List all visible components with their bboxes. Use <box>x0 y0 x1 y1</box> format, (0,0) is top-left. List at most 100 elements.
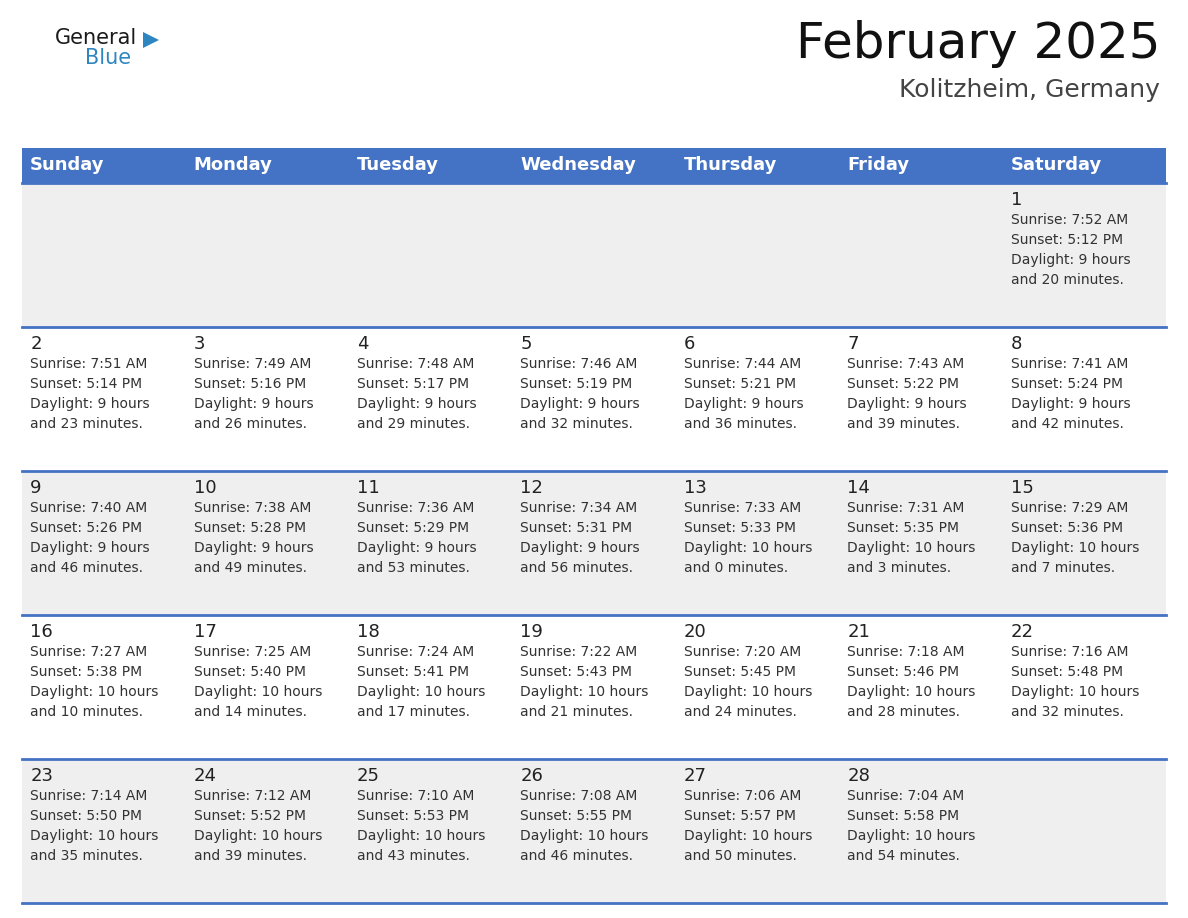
Text: Sunrise: 7:24 AM
Sunset: 5:41 PM
Daylight: 10 hours
and 17 minutes.: Sunrise: 7:24 AM Sunset: 5:41 PM Dayligh… <box>358 645 486 719</box>
Text: General: General <box>55 28 138 48</box>
Text: Sunrise: 7:12 AM
Sunset: 5:52 PM
Daylight: 10 hours
and 39 minutes.: Sunrise: 7:12 AM Sunset: 5:52 PM Dayligh… <box>194 789 322 863</box>
Text: 25: 25 <box>358 767 380 785</box>
Bar <box>349 183 512 327</box>
Text: Thursday: Thursday <box>684 156 777 174</box>
Text: Sunrise: 7:25 AM
Sunset: 5:40 PM
Daylight: 10 hours
and 14 minutes.: Sunrise: 7:25 AM Sunset: 5:40 PM Dayligh… <box>194 645 322 719</box>
Text: 2: 2 <box>30 335 42 353</box>
Text: Wednesday: Wednesday <box>520 156 637 174</box>
Text: 15: 15 <box>1011 479 1034 497</box>
Text: Sunrise: 7:20 AM
Sunset: 5:45 PM
Daylight: 10 hours
and 24 minutes.: Sunrise: 7:20 AM Sunset: 5:45 PM Dayligh… <box>684 645 813 719</box>
Bar <box>23 615 185 759</box>
Text: 16: 16 <box>30 623 53 641</box>
Bar <box>839 183 1003 327</box>
Text: 11: 11 <box>358 479 380 497</box>
Text: Sunrise: 7:31 AM
Sunset: 5:35 PM
Daylight: 10 hours
and 3 minutes.: Sunrise: 7:31 AM Sunset: 5:35 PM Dayligh… <box>847 501 975 576</box>
Bar <box>349 615 512 759</box>
Text: 3: 3 <box>194 335 206 353</box>
Text: 22: 22 <box>1011 623 1034 641</box>
Bar <box>512 183 676 327</box>
Text: 7: 7 <box>847 335 859 353</box>
Text: Kolitzheim, Germany: Kolitzheim, Germany <box>899 78 1159 102</box>
Text: Sunrise: 7:22 AM
Sunset: 5:43 PM
Daylight: 10 hours
and 21 minutes.: Sunrise: 7:22 AM Sunset: 5:43 PM Dayligh… <box>520 645 649 719</box>
Text: Sunrise: 7:04 AM
Sunset: 5:58 PM
Daylight: 10 hours
and 54 minutes.: Sunrise: 7:04 AM Sunset: 5:58 PM Dayligh… <box>847 789 975 863</box>
Bar <box>839 148 1003 183</box>
Text: Sunrise: 7:06 AM
Sunset: 5:57 PM
Daylight: 10 hours
and 50 minutes.: Sunrise: 7:06 AM Sunset: 5:57 PM Dayligh… <box>684 789 813 863</box>
Text: Sunrise: 7:51 AM
Sunset: 5:14 PM
Daylight: 9 hours
and 23 minutes.: Sunrise: 7:51 AM Sunset: 5:14 PM Dayligh… <box>30 357 150 431</box>
Text: Sunrise: 7:43 AM
Sunset: 5:22 PM
Daylight: 9 hours
and 39 minutes.: Sunrise: 7:43 AM Sunset: 5:22 PM Dayligh… <box>847 357 967 431</box>
Text: 6: 6 <box>684 335 695 353</box>
Text: 26: 26 <box>520 767 543 785</box>
Bar <box>512 759 676 903</box>
Text: Tuesday: Tuesday <box>358 156 440 174</box>
Text: 4: 4 <box>358 335 368 353</box>
Bar <box>23 327 185 471</box>
Bar <box>1003 183 1165 327</box>
Text: 24: 24 <box>194 767 216 785</box>
Text: 20: 20 <box>684 623 707 641</box>
Text: Friday: Friday <box>847 156 910 174</box>
Text: 8: 8 <box>1011 335 1022 353</box>
Bar <box>1003 615 1165 759</box>
Text: 19: 19 <box>520 623 543 641</box>
Bar <box>676 615 839 759</box>
Text: Blue: Blue <box>86 48 131 68</box>
Text: 1: 1 <box>1011 191 1022 209</box>
Bar <box>512 327 676 471</box>
Text: Sunrise: 7:29 AM
Sunset: 5:36 PM
Daylight: 10 hours
and 7 minutes.: Sunrise: 7:29 AM Sunset: 5:36 PM Dayligh… <box>1011 501 1139 576</box>
Bar <box>1003 759 1165 903</box>
Bar <box>349 471 512 615</box>
Text: Sunrise: 7:34 AM
Sunset: 5:31 PM
Daylight: 9 hours
and 56 minutes.: Sunrise: 7:34 AM Sunset: 5:31 PM Dayligh… <box>520 501 640 576</box>
Bar <box>512 615 676 759</box>
Text: Sunrise: 7:48 AM
Sunset: 5:17 PM
Daylight: 9 hours
and 29 minutes.: Sunrise: 7:48 AM Sunset: 5:17 PM Dayligh… <box>358 357 476 431</box>
Text: Sunrise: 7:16 AM
Sunset: 5:48 PM
Daylight: 10 hours
and 32 minutes.: Sunrise: 7:16 AM Sunset: 5:48 PM Dayligh… <box>1011 645 1139 719</box>
Text: Monday: Monday <box>194 156 272 174</box>
Text: 12: 12 <box>520 479 543 497</box>
Bar <box>676 759 839 903</box>
Text: Sunday: Sunday <box>30 156 105 174</box>
Polygon shape <box>143 32 159 48</box>
Text: Sunrise: 7:33 AM
Sunset: 5:33 PM
Daylight: 10 hours
and 0 minutes.: Sunrise: 7:33 AM Sunset: 5:33 PM Dayligh… <box>684 501 813 576</box>
Text: Sunrise: 7:14 AM
Sunset: 5:50 PM
Daylight: 10 hours
and 35 minutes.: Sunrise: 7:14 AM Sunset: 5:50 PM Dayligh… <box>30 789 158 863</box>
Bar <box>676 183 839 327</box>
Text: Sunrise: 7:46 AM
Sunset: 5:19 PM
Daylight: 9 hours
and 32 minutes.: Sunrise: 7:46 AM Sunset: 5:19 PM Dayligh… <box>520 357 640 431</box>
Bar <box>23 471 185 615</box>
Bar <box>23 183 185 327</box>
Bar <box>512 471 676 615</box>
Bar <box>185 471 349 615</box>
Bar <box>676 148 839 183</box>
Text: 17: 17 <box>194 623 216 641</box>
Text: Sunrise: 7:40 AM
Sunset: 5:26 PM
Daylight: 9 hours
and 46 minutes.: Sunrise: 7:40 AM Sunset: 5:26 PM Dayligh… <box>30 501 150 576</box>
Bar <box>1003 327 1165 471</box>
Bar <box>23 148 185 183</box>
Text: February 2025: February 2025 <box>796 20 1159 68</box>
Text: Sunrise: 7:18 AM
Sunset: 5:46 PM
Daylight: 10 hours
and 28 minutes.: Sunrise: 7:18 AM Sunset: 5:46 PM Dayligh… <box>847 645 975 719</box>
Bar <box>349 148 512 183</box>
Text: Sunrise: 7:44 AM
Sunset: 5:21 PM
Daylight: 9 hours
and 36 minutes.: Sunrise: 7:44 AM Sunset: 5:21 PM Dayligh… <box>684 357 803 431</box>
Text: Saturday: Saturday <box>1011 156 1102 174</box>
Text: 23: 23 <box>30 767 53 785</box>
Bar <box>185 327 349 471</box>
Bar <box>839 759 1003 903</box>
Text: 13: 13 <box>684 479 707 497</box>
Bar <box>23 759 185 903</box>
Bar <box>1003 471 1165 615</box>
Bar <box>1003 148 1165 183</box>
Bar <box>185 183 349 327</box>
Bar <box>349 759 512 903</box>
Text: Sunrise: 7:49 AM
Sunset: 5:16 PM
Daylight: 9 hours
and 26 minutes.: Sunrise: 7:49 AM Sunset: 5:16 PM Dayligh… <box>194 357 314 431</box>
Bar <box>839 615 1003 759</box>
Bar <box>185 759 349 903</box>
Bar <box>512 148 676 183</box>
Text: 5: 5 <box>520 335 532 353</box>
Bar <box>185 615 349 759</box>
Bar <box>676 471 839 615</box>
Text: Sunrise: 7:41 AM
Sunset: 5:24 PM
Daylight: 9 hours
and 42 minutes.: Sunrise: 7:41 AM Sunset: 5:24 PM Dayligh… <box>1011 357 1130 431</box>
Text: 21: 21 <box>847 623 870 641</box>
Bar <box>676 327 839 471</box>
Text: Sunrise: 7:36 AM
Sunset: 5:29 PM
Daylight: 9 hours
and 53 minutes.: Sunrise: 7:36 AM Sunset: 5:29 PM Dayligh… <box>358 501 476 576</box>
Text: 28: 28 <box>847 767 870 785</box>
Text: 14: 14 <box>847 479 870 497</box>
Text: Sunrise: 7:38 AM
Sunset: 5:28 PM
Daylight: 9 hours
and 49 minutes.: Sunrise: 7:38 AM Sunset: 5:28 PM Dayligh… <box>194 501 314 576</box>
Bar <box>839 327 1003 471</box>
Bar <box>185 148 349 183</box>
